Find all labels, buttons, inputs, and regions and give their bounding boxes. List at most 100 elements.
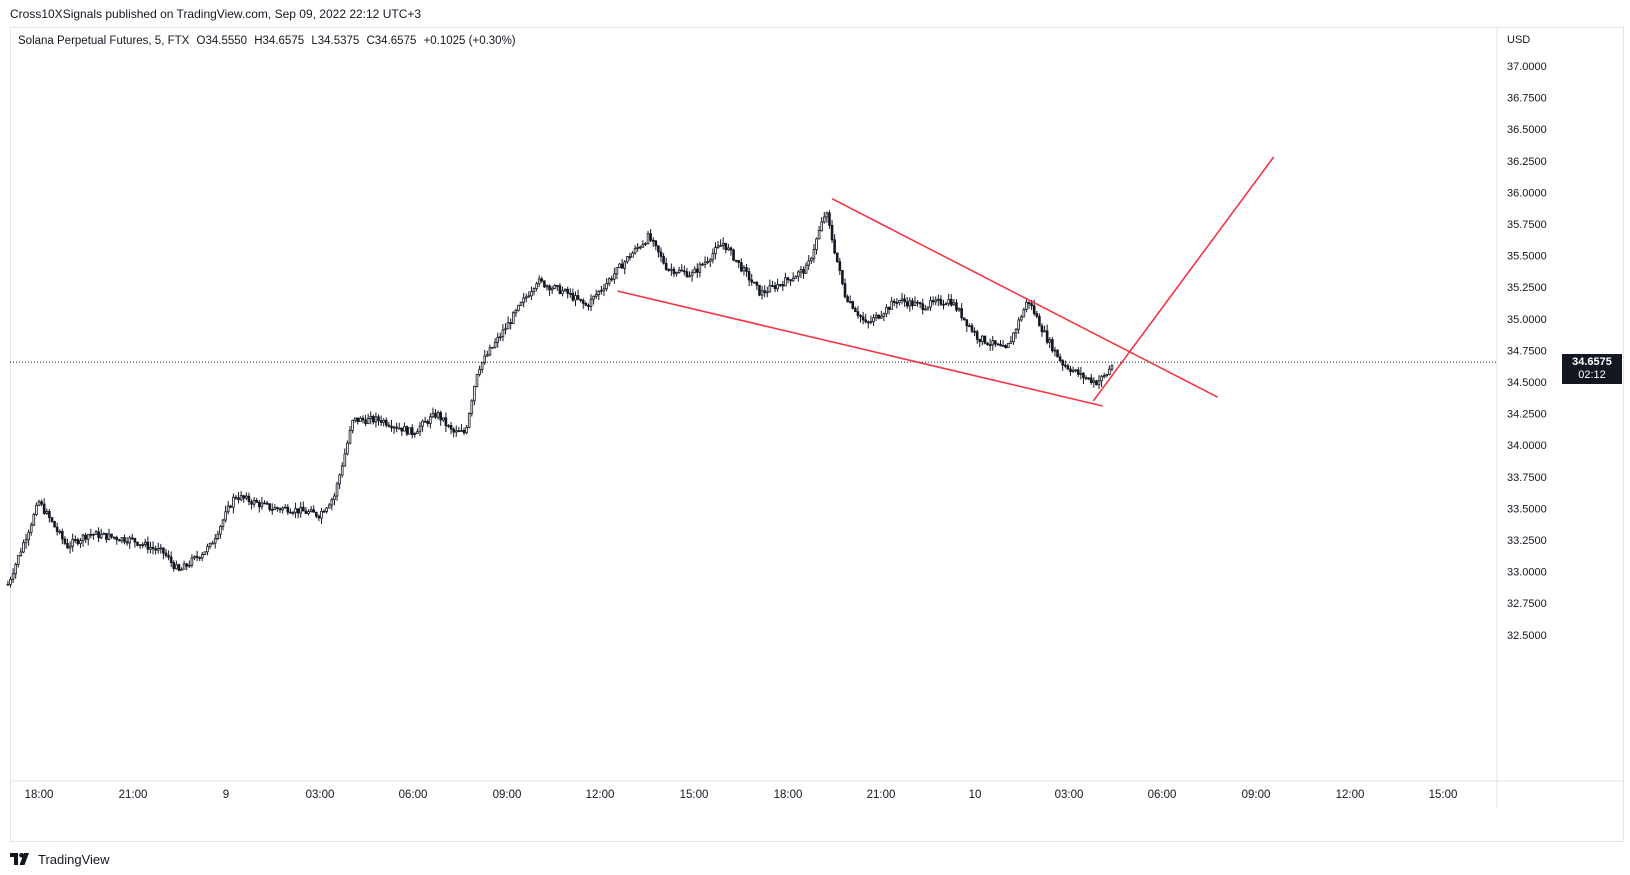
candle-body	[465, 426, 468, 434]
candle	[22, 539, 25, 554]
currency-label: USD	[1507, 34, 1530, 46]
candle-body	[447, 425, 450, 427]
candle	[690, 269, 694, 282]
candle-body	[670, 268, 673, 271]
price-tick-label: 35.7500	[1507, 219, 1547, 231]
candle	[257, 499, 261, 513]
candle	[952, 298, 956, 306]
candle-body	[1053, 349, 1057, 352]
candle-body	[1105, 374, 1109, 377]
candle-body	[164, 552, 168, 556]
candle	[859, 314, 862, 323]
candle	[465, 425, 468, 435]
candle	[265, 500, 269, 506]
candle-body	[92, 533, 95, 536]
candle-body	[960, 308, 963, 319]
candle	[683, 265, 686, 276]
candle	[436, 410, 440, 420]
candle	[177, 563, 181, 572]
candle	[527, 291, 531, 298]
candle	[454, 425, 458, 437]
candle-body	[1001, 345, 1005, 347]
candle	[838, 257, 842, 275]
candle	[156, 542, 160, 554]
candle-body	[983, 335, 987, 344]
price-tick-label: 33.2500	[1507, 535, 1547, 547]
candle	[605, 278, 608, 292]
candle-body	[24, 539, 28, 544]
candle	[1108, 365, 1111, 376]
candle-body	[434, 412, 437, 418]
candle	[283, 504, 287, 509]
candle-body	[48, 511, 51, 519]
candle	[496, 332, 500, 348]
candle	[846, 294, 849, 303]
candle-body	[859, 315, 862, 318]
candle	[955, 299, 958, 313]
candle	[975, 329, 979, 344]
candle-body	[400, 427, 404, 432]
time-tick-label: 06:00	[1148, 789, 1177, 801]
candle-body	[968, 325, 971, 328]
candle	[965, 319, 969, 333]
candle-body	[283, 506, 287, 509]
candle-body	[727, 247, 730, 251]
candle	[255, 497, 259, 503]
candle-body	[664, 262, 668, 270]
candle-body	[281, 507, 284, 511]
candle-body	[693, 268, 696, 274]
candle-body	[921, 303, 925, 311]
candle-body	[441, 417, 445, 421]
candle	[519, 301, 523, 307]
candle-body	[14, 563, 17, 575]
candle-body	[903, 298, 906, 303]
candle	[444, 412, 448, 432]
candle	[641, 240, 645, 248]
candle	[97, 527, 100, 543]
candle-body	[1084, 377, 1088, 380]
time-tick-label: 15:00	[680, 789, 709, 801]
candle-body	[403, 426, 406, 432]
candle	[745, 264, 748, 277]
candle-body	[817, 230, 821, 240]
candle-body	[1102, 375, 1106, 378]
candle	[167, 550, 170, 561]
symbol-name[interactable]: Solana Perpetual Futures, 5, FTX	[18, 35, 190, 47]
candle-body	[1071, 369, 1075, 372]
candle-body	[685, 271, 689, 278]
candle-body	[460, 429, 463, 432]
candle-body	[488, 347, 492, 356]
candle	[327, 502, 331, 509]
candle-body	[346, 442, 349, 455]
low-value: L34.5375	[311, 35, 360, 47]
candle	[203, 551, 207, 555]
candle-body	[462, 429, 466, 434]
candle	[631, 251, 634, 258]
candle	[410, 424, 414, 439]
candle	[592, 295, 595, 305]
candle	[40, 499, 43, 507]
candle	[937, 294, 940, 307]
candle-body	[877, 314, 880, 319]
candle	[654, 240, 658, 251]
candle-body	[810, 257, 813, 262]
candle-body	[1032, 305, 1036, 314]
candle-body	[1048, 339, 1052, 343]
candle-body	[579, 298, 582, 301]
candle-body	[939, 298, 943, 305]
candle-body	[926, 306, 930, 310]
candle	[219, 524, 222, 539]
candle-body	[957, 308, 961, 311]
candle-body	[654, 240, 658, 247]
candle	[524, 293, 528, 303]
candle-body	[986, 342, 989, 346]
candle	[229, 504, 233, 509]
candle	[835, 252, 839, 263]
candle	[848, 295, 852, 304]
candle	[1105, 373, 1109, 378]
tradingview-logo[interactable]: TradingView	[10, 850, 110, 868]
candle-body	[250, 501, 253, 505]
candle-body	[379, 420, 383, 423]
candle	[1027, 301, 1031, 310]
